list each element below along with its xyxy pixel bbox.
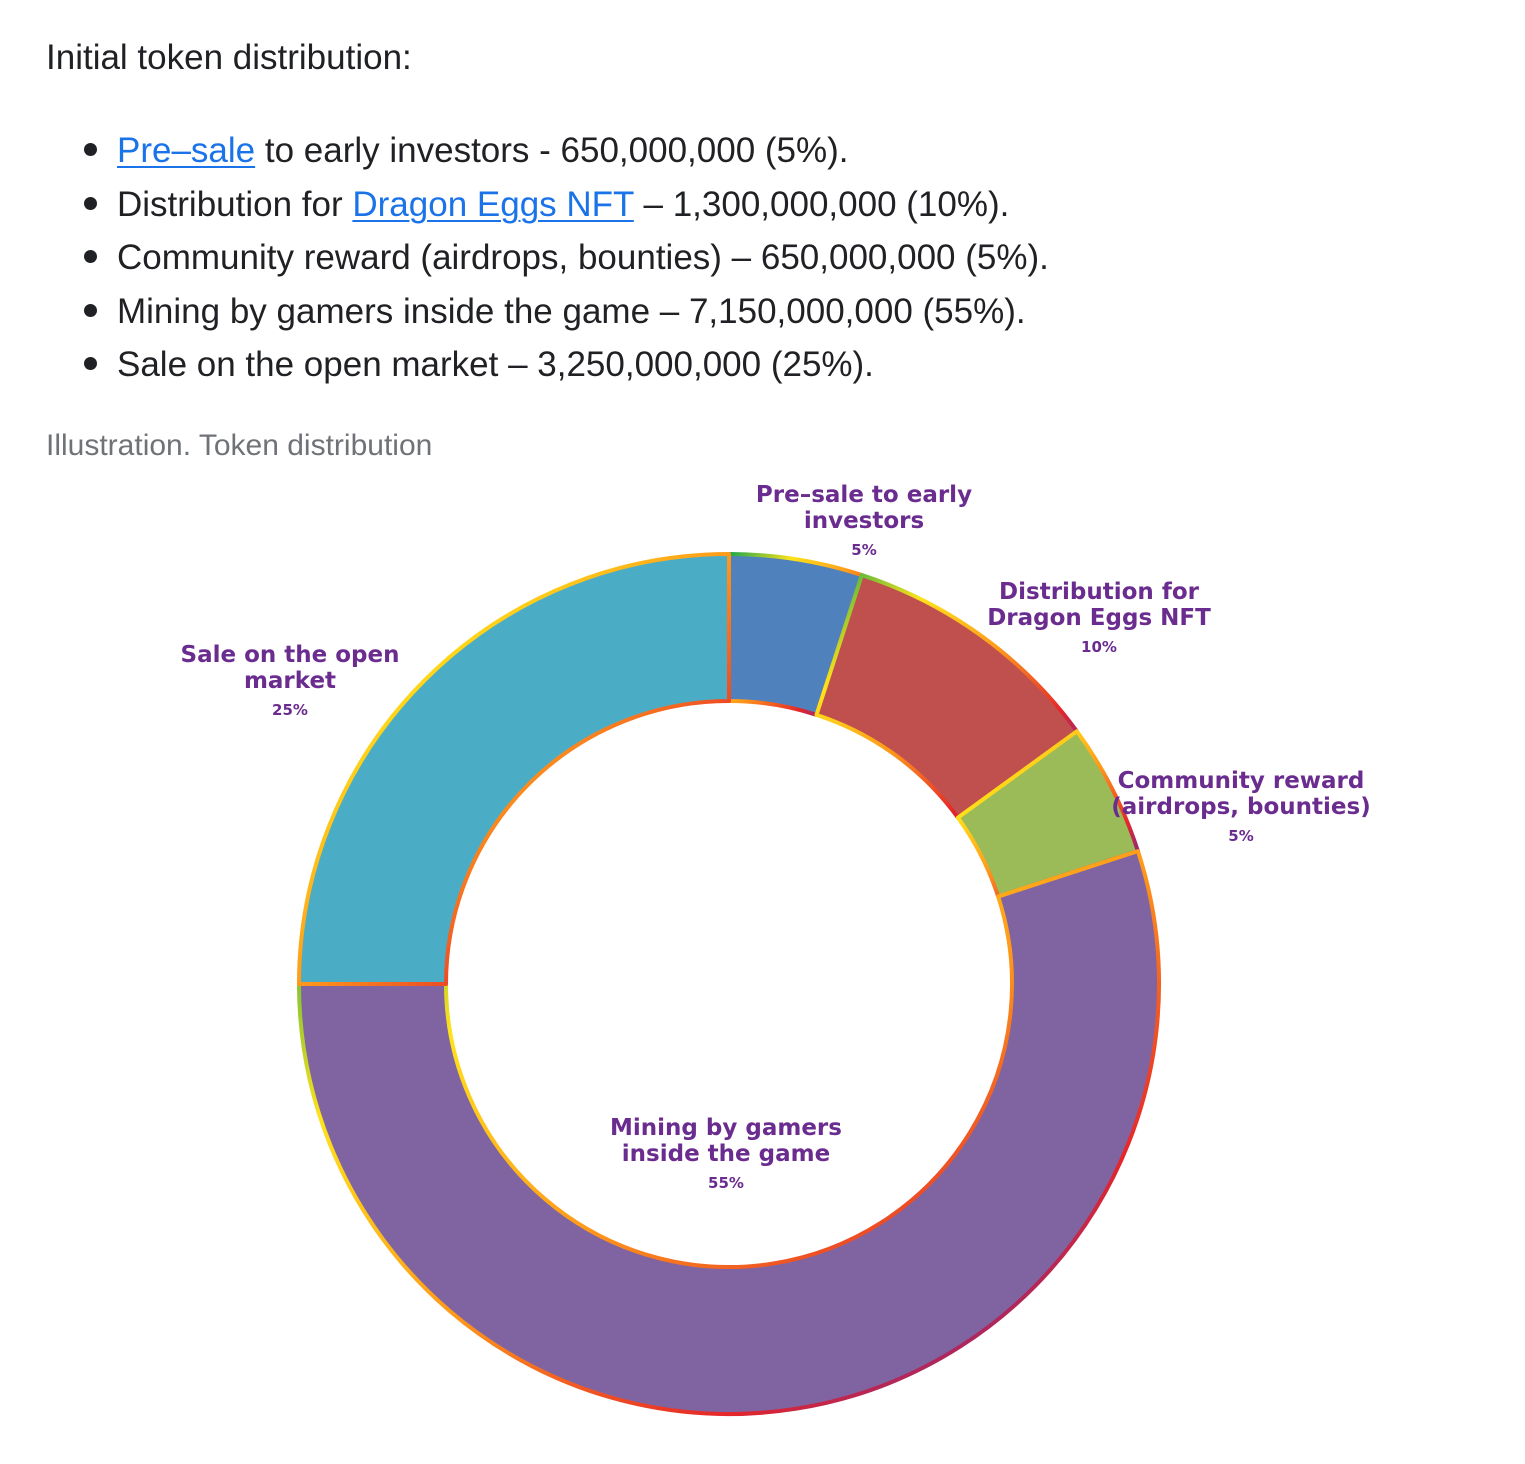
slice-label-line: Distribution for: [999, 579, 1200, 605]
slice-percent-distribution-for-dragon-eggs-nft: 10%: [1081, 638, 1117, 656]
figure-caption: Illustration. Token distribution: [46, 429, 433, 462]
slice-percent-sale-on-the-open-market: 25%: [272, 701, 308, 719]
bullet-icon: [84, 303, 97, 317]
slice-label-line: Dragon Eggs NFT: [987, 605, 1211, 631]
chart-slices: [297, 552, 1161, 1417]
slice-label-line: Sale on the open: [181, 642, 400, 668]
slice-label-line: Pre–sale to early: [756, 482, 972, 508]
bullet-icon: [84, 143, 97, 156]
slice-percent-pre-sale-to-early-investors: 5%: [851, 541, 876, 559]
bullet-icon: [84, 250, 97, 263]
presale-link[interactable]: Pre–sale: [117, 131, 256, 170]
slice-label-mining-by-gamers-inside-the-game: Mining by gamers inside the game: [610, 1115, 842, 1167]
slice-label-line: investors: [804, 508, 924, 534]
slice-percent-community-reward-airdrops-bounties: 5%: [1228, 827, 1253, 845]
list-item-text: to early investors - 650,000,000 (5%).: [255, 131, 849, 170]
bullet-icon: [84, 357, 97, 370]
slice-sale-on-the-open-market: [297, 552, 731, 986]
list-item-text: – 1,300,000,000 (10%).: [633, 184, 1010, 224]
intro-heading: Initial token distribution:: [46, 38, 412, 77]
slice-label-pre-sale-to-early-investors: Pre–sale to early investors: [756, 482, 972, 534]
distribution-list: Pre–sale to early investors - 650,000,00…: [46, 124, 1049, 392]
slice-label-line: inside the game: [622, 1141, 830, 1167]
bullet-icon: [84, 196, 97, 210]
slice-label-line: Mining by gamers: [610, 1115, 842, 1141]
list-item-text: Sale on the open market – 3,250,000,000 …: [117, 345, 874, 384]
slice-label-community-reward-airdrops-bounties: Community reward (airdrops, bounties): [1111, 768, 1370, 820]
slice-label-line: market: [244, 668, 336, 694]
list-item-open-market: Sale on the open market – 3,250,000,000 …: [46, 338, 1049, 392]
slice-label-sale-on-the-open-market: Sale on the open market: [181, 642, 400, 694]
list-item-text: Distribution for: [117, 184, 353, 224]
list-item-text: Community reward (airdrops, bounties) – …: [117, 238, 1049, 277]
slice-label-line: Community reward: [1118, 768, 1365, 794]
list-item-presale: Pre–sale to early investors - 650,000,00…: [46, 124, 1049, 178]
list-item-dragon-eggs: Distribution for Dragon Eggs NFT – 1,300…: [46, 178, 1049, 232]
dragon-eggs-nft-link[interactable]: Dragon Eggs NFT: [352, 184, 634, 224]
slice-label-line: (airdrops, bounties): [1111, 794, 1370, 820]
slice-mining-by-gamers-inside-the-game: [297, 849, 1161, 1417]
list-item-community-reward: Community reward (airdrops, bounties) – …: [46, 231, 1049, 285]
slice-percent-mining-by-gamers-inside-the-game: 55%: [708, 1174, 744, 1192]
chart-labels: Pre–sale to early investors 5% Distribution…: [181, 482, 1371, 1192]
list-item-mining: Mining by gamers inside the game – 7,150…: [46, 285, 1049, 339]
slice-label-distribution-for-dragon-eggs-nft: Distribution for Dragon Eggs NFT: [987, 579, 1211, 631]
list-item-text: Mining by gamers inside the game – 7,150…: [117, 291, 1026, 331]
